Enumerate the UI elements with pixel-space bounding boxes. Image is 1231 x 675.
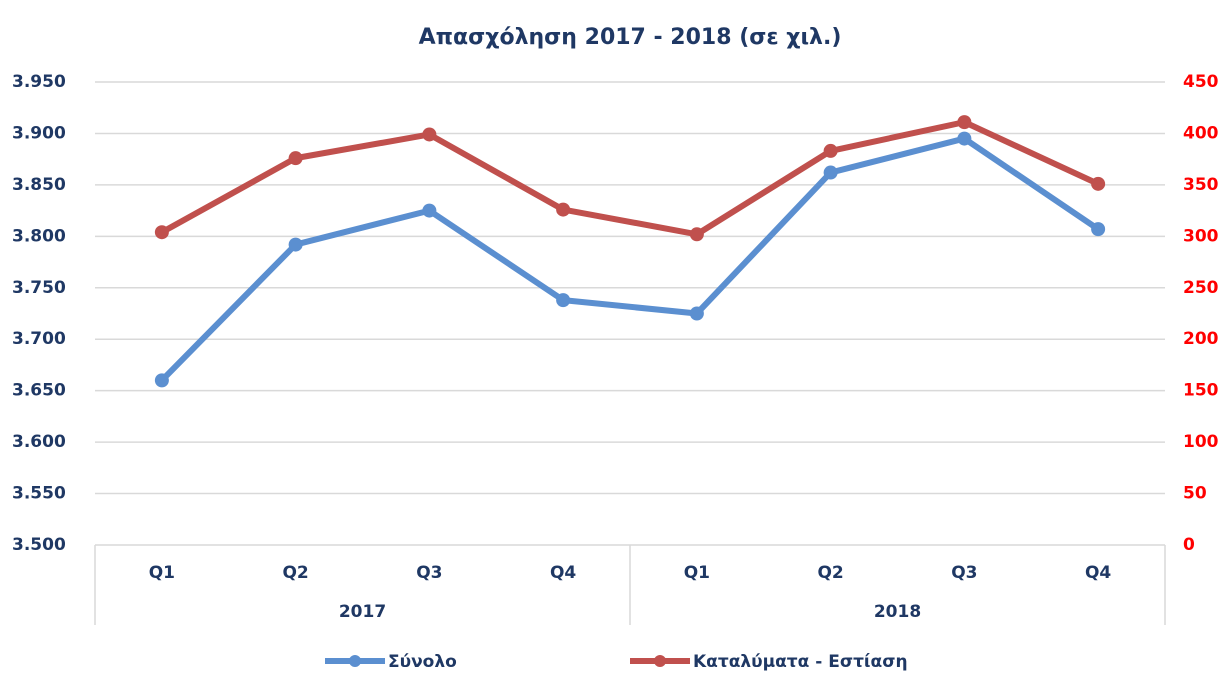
point — [1091, 222, 1106, 237]
series-line — [159, 135, 1100, 383]
x-tick-label: Q3 — [951, 563, 977, 583]
y-tick-label: 3.750 — [12, 278, 66, 298]
x-group-label: 2018 — [874, 602, 921, 622]
y2-tick-label: 350 — [1183, 175, 1219, 195]
x-tick-label: Q2 — [282, 563, 308, 583]
legend-marker — [349, 655, 361, 667]
x-tick-label: Q1 — [684, 563, 710, 583]
x-tick-label: Q2 — [817, 563, 843, 583]
point — [422, 203, 437, 218]
y2-tick-label: 100 — [1183, 432, 1219, 452]
point — [823, 165, 838, 180]
point — [957, 131, 972, 146]
point — [689, 306, 704, 321]
series-line — [160, 119, 1100, 238]
y2-tick-label: 400 — [1183, 123, 1219, 143]
x-tick-label: Q3 — [416, 563, 442, 583]
legend-marker — [654, 655, 666, 667]
x-tick-label: Q4 — [1085, 563, 1111, 583]
y-tick-label: 3.850 — [12, 175, 66, 195]
y-tick-label: 3.500 — [12, 535, 66, 555]
point — [1091, 176, 1106, 191]
point — [422, 127, 437, 142]
point — [823, 143, 838, 158]
y2-tick-label: 300 — [1183, 226, 1219, 246]
point — [556, 293, 571, 308]
x-tick-label: Q4 — [550, 563, 576, 583]
y-tick-label: 3.700 — [12, 329, 66, 349]
point — [154, 373, 169, 388]
y2-tick-label: 450 — [1183, 72, 1219, 92]
y2-tick-label: 0 — [1183, 535, 1195, 555]
x-tick-label: Q1 — [149, 563, 175, 583]
y-tick-label: 3.550 — [12, 484, 66, 504]
y-tick-label: 3.950 — [12, 72, 66, 92]
y-tick-label: 3.900 — [12, 123, 66, 143]
chart-title: Απασχόληση 2017 - 2018 (σε χιλ.) — [419, 25, 842, 50]
legend-label: Καταλύματα - Εστίαση — [693, 652, 908, 672]
y2-tick-label: 200 — [1183, 329, 1219, 349]
y2-tick-label: 50 — [1183, 484, 1207, 504]
y-tick-label: 3.800 — [12, 226, 66, 246]
point — [154, 225, 169, 240]
point — [957, 115, 972, 130]
y2-tick-label: 150 — [1183, 381, 1219, 401]
point — [689, 227, 704, 242]
y-tick-label: 3.600 — [12, 432, 66, 452]
y2-tick-label: 250 — [1183, 278, 1219, 298]
point — [288, 151, 303, 166]
point — [288, 237, 303, 252]
x-group-label: 2017 — [339, 602, 386, 622]
y-tick-label: 3.650 — [12, 381, 66, 401]
legend-label: Σύνολο — [388, 652, 457, 672]
point — [556, 202, 571, 217]
